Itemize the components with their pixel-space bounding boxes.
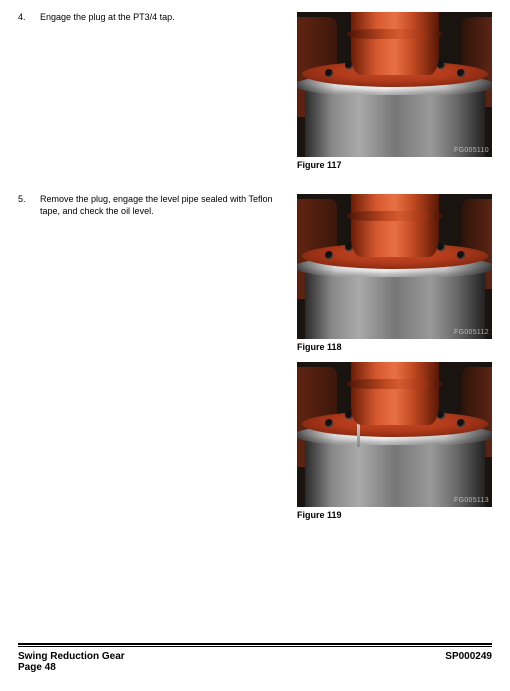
figure-117-watermark: FG005110 — [454, 147, 489, 154]
figure-118-image: FG005112 — [297, 194, 492, 339]
figure-118-caption: Figure 118 — [297, 342, 492, 352]
figure-119-block: FG005113 Figure 119 — [297, 362, 492, 520]
step-4-figures: FG005110 Figure 117 — [297, 12, 492, 180]
footer-title: Swing Reduction Gear — [18, 651, 125, 662]
figure-119-watermark: FG005113 — [454, 497, 489, 504]
page-footer: Swing Reduction Gear Page 48 SP000249 — [18, 643, 492, 673]
footer-row: Swing Reduction Gear Page 48 SP000249 — [18, 651, 492, 673]
step-5-number: 5. — [18, 194, 40, 204]
footer-rule-thin — [18, 646, 492, 647]
figure-117-block: FG005110 Figure 117 — [297, 12, 492, 170]
figure-117-image: FG005110 — [297, 12, 492, 157]
step-5: 5. Remove the plug, engage the level pip… — [18, 194, 492, 530]
step-4-body: Engage the plug at the PT3/4 tap. FG0 — [40, 12, 492, 180]
figure-118-watermark: FG005112 — [454, 329, 489, 336]
footer-left: Swing Reduction Gear Page 48 — [18, 651, 125, 673]
step-5-body: Remove the plug, engage the level pipe s… — [40, 194, 492, 530]
step-4-number: 4. — [18, 12, 40, 22]
footer-rule-bold — [18, 643, 492, 645]
step-5-figures: FG005112 Figure 118 — [297, 194, 492, 530]
figure-119-caption: Figure 119 — [297, 510, 492, 520]
step-5-text: Remove the plug, engage the level pipe s… — [40, 194, 287, 217]
step-4: 4. Engage the plug at the PT3/4 tap. — [18, 12, 492, 180]
figure-119-image: FG005113 — [297, 362, 492, 507]
figure-117-caption: Figure 117 — [297, 160, 492, 170]
footer-page: Page 48 — [18, 662, 125, 673]
step-4-text: Engage the plug at the PT3/4 tap. — [40, 12, 287, 24]
figure-118-block: FG005112 Figure 118 — [297, 194, 492, 352]
footer-docnum: SP000249 — [445, 651, 492, 673]
